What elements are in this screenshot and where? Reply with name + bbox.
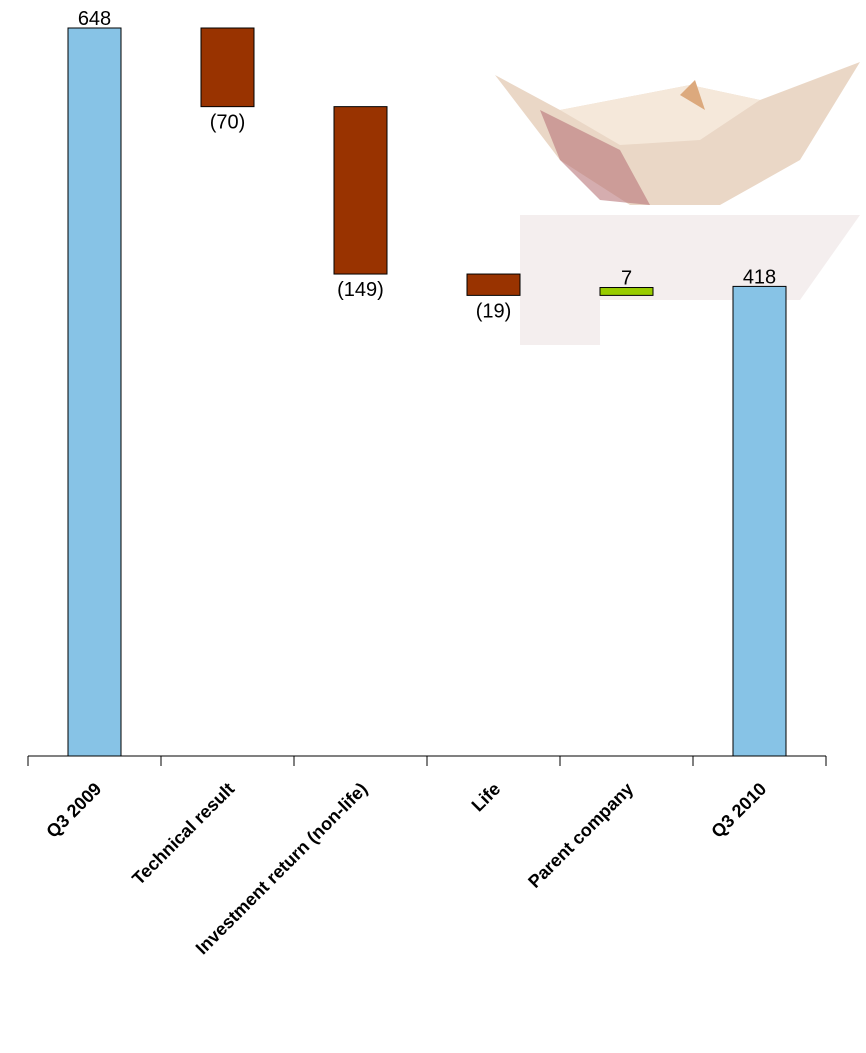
bar — [200, 27, 255, 108]
value-label: 648 — [78, 8, 111, 30]
x-tick-label: Q3 2010 — [707, 779, 770, 842]
value-label: 418 — [743, 266, 776, 288]
value-label: (149) — [337, 279, 384, 301]
value-label: (70) — [210, 112, 246, 134]
x-tick-label: Life — [468, 779, 505, 816]
value-label: 7 — [621, 268, 632, 290]
value-label: (19) — [476, 300, 512, 322]
x-tick-label: Parent company — [524, 779, 637, 892]
bar — [732, 285, 787, 757]
bar — [67, 27, 122, 757]
boat-inner — [560, 85, 760, 145]
boat-sail — [680, 80, 705, 110]
x-tick-label: Technical result — [128, 779, 238, 889]
boat-reflection — [520, 215, 860, 345]
bar — [333, 106, 388, 275]
bar — [599, 287, 654, 296]
paper-boat-image — [495, 62, 860, 345]
x-tick-label: Q3 2009 — [42, 779, 105, 842]
bar — [466, 273, 521, 296]
boat-print — [540, 110, 650, 205]
